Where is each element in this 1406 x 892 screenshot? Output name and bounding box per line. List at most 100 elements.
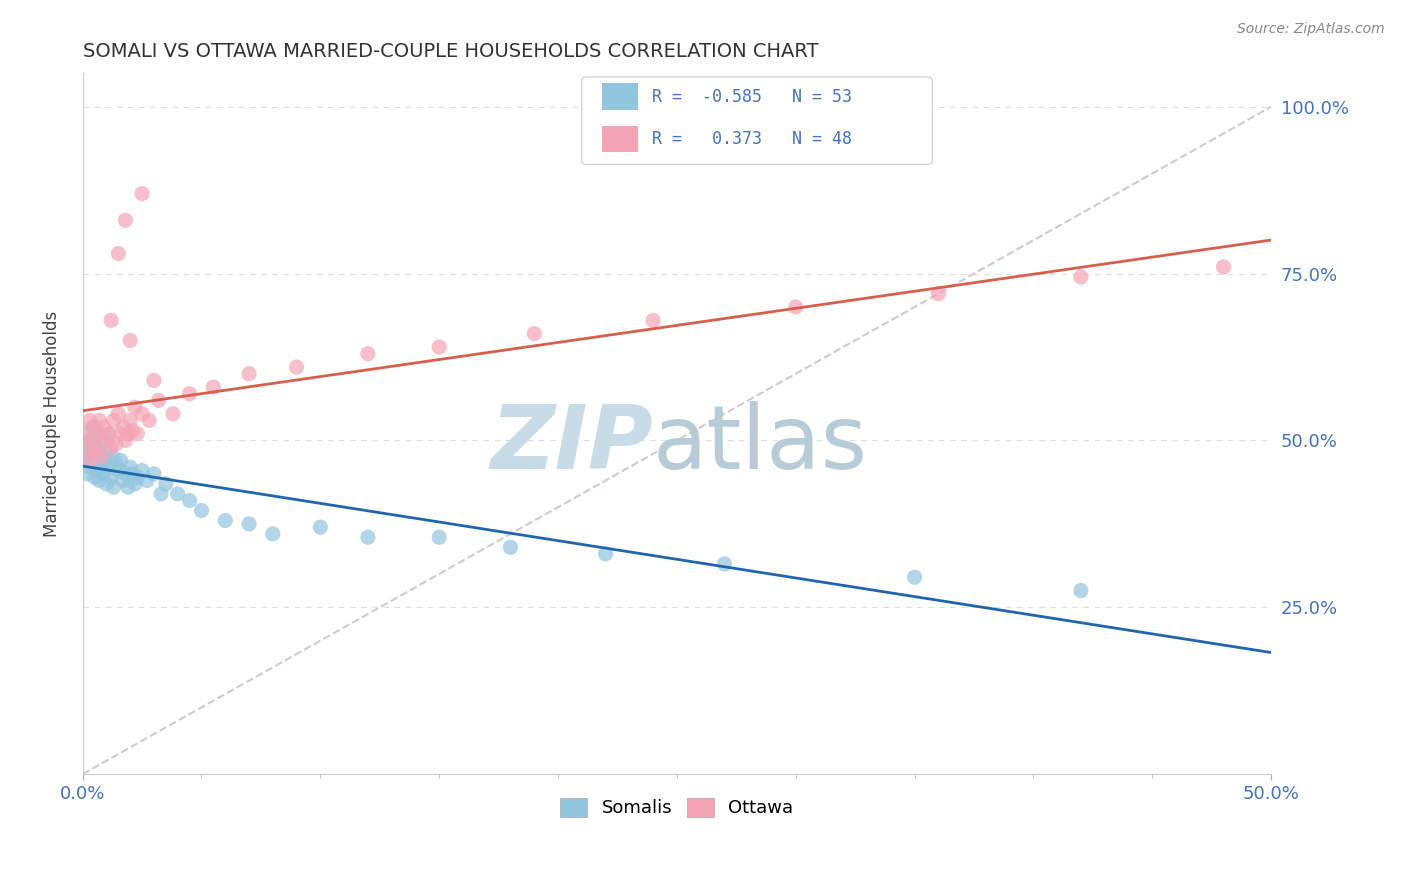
- Point: [713, 557, 735, 571]
- FancyBboxPatch shape: [582, 77, 932, 164]
- Text: Source: ZipAtlas.com: Source: ZipAtlas.com: [1237, 22, 1385, 37]
- Point: [82, 447, 104, 461]
- Point: [523, 326, 546, 341]
- Point: [100, 313, 122, 327]
- Point: [785, 300, 807, 314]
- Point: [357, 530, 380, 544]
- Point: [73, 426, 96, 441]
- Point: [190, 503, 212, 517]
- Point: [131, 463, 153, 477]
- Point: [309, 520, 332, 534]
- Point: [97, 426, 120, 441]
- Point: [127, 426, 149, 441]
- Point: [73, 453, 96, 467]
- Point: [117, 480, 139, 494]
- Point: [285, 359, 308, 374]
- Point: [83, 447, 105, 461]
- Point: [127, 470, 149, 484]
- Point: [214, 514, 236, 528]
- Point: [79, 453, 101, 467]
- Point: [114, 467, 136, 481]
- Point: [903, 570, 925, 584]
- Text: atlas: atlas: [654, 401, 869, 488]
- Point: [86, 440, 108, 454]
- Point: [104, 437, 127, 451]
- Point: [90, 460, 112, 475]
- Point: [89, 447, 111, 461]
- Text: R =   0.373   N = 48: R = 0.373 N = 48: [652, 130, 852, 148]
- Point: [166, 487, 188, 501]
- Point: [1070, 269, 1092, 284]
- Point: [120, 413, 142, 427]
- Point: [121, 424, 143, 438]
- Point: [104, 457, 127, 471]
- Point: [89, 426, 111, 441]
- Point: [97, 460, 120, 475]
- Point: [79, 413, 101, 427]
- Point: [142, 373, 165, 387]
- Point: [112, 420, 135, 434]
- Point: [179, 386, 201, 401]
- Point: [262, 527, 284, 541]
- Point: [595, 547, 617, 561]
- Text: R =  -0.585   N = 53: R = -0.585 N = 53: [652, 87, 852, 105]
- Point: [83, 420, 105, 434]
- Point: [117, 426, 139, 441]
- Point: [121, 467, 143, 481]
- Point: [238, 516, 260, 531]
- Point: [112, 474, 135, 488]
- Point: [927, 286, 949, 301]
- Point: [89, 474, 111, 488]
- Point: [499, 540, 522, 554]
- Point: [89, 413, 111, 427]
- Point: [82, 434, 104, 448]
- Point: [179, 493, 201, 508]
- Point: [120, 334, 142, 348]
- Point: [76, 440, 98, 454]
- Point: [96, 476, 118, 491]
- Point: [96, 434, 118, 448]
- Point: [76, 440, 98, 454]
- Point: [124, 400, 146, 414]
- Point: [76, 467, 98, 481]
- Point: [142, 467, 165, 481]
- Point: [100, 470, 122, 484]
- Point: [427, 340, 450, 354]
- Point: [238, 367, 260, 381]
- Point: [120, 460, 142, 475]
- Point: [135, 474, 157, 488]
- Text: SOMALI VS OTTAWA MARRIED-COUPLE HOUSEHOLDS CORRELATION CHART: SOMALI VS OTTAWA MARRIED-COUPLE HOUSEHOL…: [83, 42, 818, 61]
- Point: [86, 463, 108, 477]
- Point: [93, 420, 115, 434]
- Point: [110, 426, 132, 441]
- Point: [79, 460, 101, 475]
- Y-axis label: Married-couple Households: Married-couple Households: [44, 310, 60, 537]
- Point: [90, 450, 112, 464]
- Point: [100, 440, 122, 454]
- Point: [1212, 260, 1234, 274]
- Point: [148, 393, 170, 408]
- Point: [107, 407, 129, 421]
- Point: [103, 413, 125, 427]
- Point: [155, 476, 177, 491]
- Point: [114, 213, 136, 227]
- Point: [138, 413, 160, 427]
- Point: [131, 186, 153, 201]
- Legend: Somalis, Ottawa: Somalis, Ottawa: [553, 791, 801, 825]
- Point: [83, 440, 105, 454]
- Point: [114, 434, 136, 448]
- Point: [162, 407, 184, 421]
- Point: [103, 480, 125, 494]
- FancyBboxPatch shape: [602, 126, 638, 153]
- Point: [131, 407, 153, 421]
- Point: [79, 434, 101, 448]
- Point: [93, 467, 115, 481]
- Point: [643, 313, 665, 327]
- Point: [82, 420, 104, 434]
- Point: [97, 426, 120, 441]
- Point: [103, 450, 125, 464]
- Point: [1070, 583, 1092, 598]
- Point: [427, 530, 450, 544]
- Point: [90, 434, 112, 448]
- Point: [357, 347, 380, 361]
